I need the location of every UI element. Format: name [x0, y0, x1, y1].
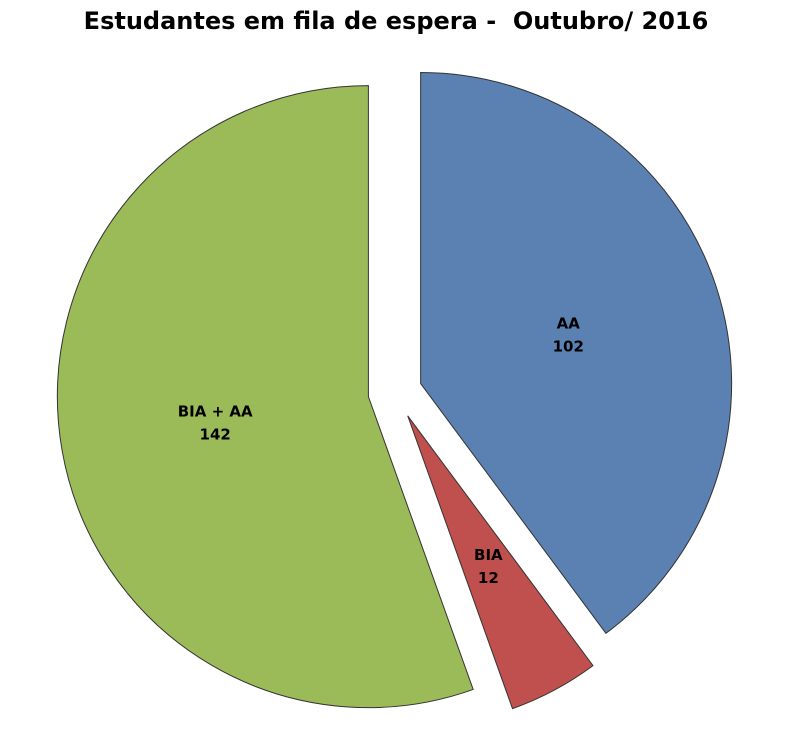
slice-value: 102 — [553, 337, 584, 355]
pie-slice — [420, 72, 733, 635]
pie-slice — [407, 415, 594, 710]
slice-label: BIA — [474, 546, 503, 564]
slice-value: 142 — [200, 426, 231, 444]
pie-slice — [56, 85, 474, 709]
slice-label: BIA + AA — [178, 403, 253, 421]
slice-value: 12 — [478, 569, 499, 587]
chart-title: Estudantes em fila de espera - Outubro/ … — [84, 7, 709, 35]
slice-label: AA — [557, 314, 581, 332]
